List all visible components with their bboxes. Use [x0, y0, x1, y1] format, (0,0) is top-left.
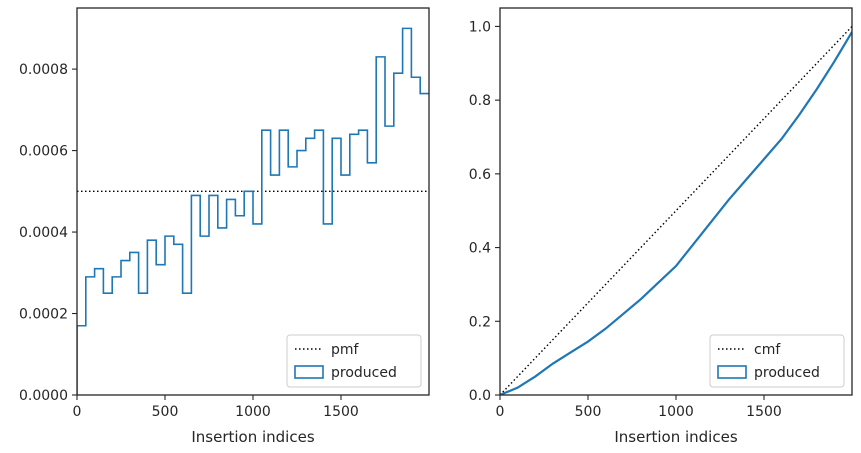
y-tick-label: 0.4 — [469, 241, 491, 257]
plot-area — [500, 25, 852, 395]
series-produced-step — [77, 27, 429, 395]
legend-label-produced: produced — [754, 365, 820, 381]
y-tick-label: 0.0 — [469, 388, 491, 404]
legend-swatch-produced — [294, 365, 324, 379]
y-tick-label: 1.0 — [469, 19, 491, 35]
x-tick-label: 0 — [496, 404, 505, 420]
y-tick-label: 0.0000 — [19, 388, 68, 404]
y-tick-label: 0.2 — [469, 314, 491, 330]
x-tick-label: 1500 — [746, 404, 782, 420]
x-tick-label: 500 — [575, 404, 602, 420]
legend-label-pmf: pmf — [331, 342, 360, 358]
x-tick-label: 1500 — [323, 404, 359, 420]
legend-box — [709, 334, 845, 388]
x-tick-label: 1000 — [235, 404, 271, 420]
legend-label-produced: produced — [331, 365, 397, 381]
x-axis-label: Insertion indices — [614, 428, 737, 446]
legend: pmf produced — [286, 334, 422, 388]
legend-label-cmf: cmf — [754, 342, 781, 358]
left-chart: 0 500 1000 1500 0.0000 0.0002 0.0004 0.0006 0.00… — [19, 7, 430, 446]
x-tick-label: 1000 — [658, 404, 694, 420]
x-axis-label: Insertion indices — [191, 428, 314, 446]
legend: cmf produced — [709, 334, 845, 388]
legend-swatch-produced — [717, 365, 747, 379]
y-tick-label: 0.0004 — [19, 225, 68, 241]
legend-box — [286, 334, 422, 388]
plot-area — [77, 27, 429, 395]
y-tick-label: 0.0008 — [19, 62, 68, 78]
x-tick-label: 500 — [152, 404, 179, 420]
series-cmf-line — [500, 25, 852, 395]
y-tick-label: 0.8 — [469, 93, 491, 109]
y-tick-label: 0.0006 — [19, 144, 68, 160]
x-tick-label: 0 — [73, 404, 82, 420]
y-tick-label: 0.0002 — [19, 307, 68, 323]
right-chart: 0 500 1000 1500 0.0 0.2 0.4 0.6 0.8 1.0 Insertion … — [469, 7, 853, 446]
y-tick-label: 0.6 — [469, 167, 491, 183]
